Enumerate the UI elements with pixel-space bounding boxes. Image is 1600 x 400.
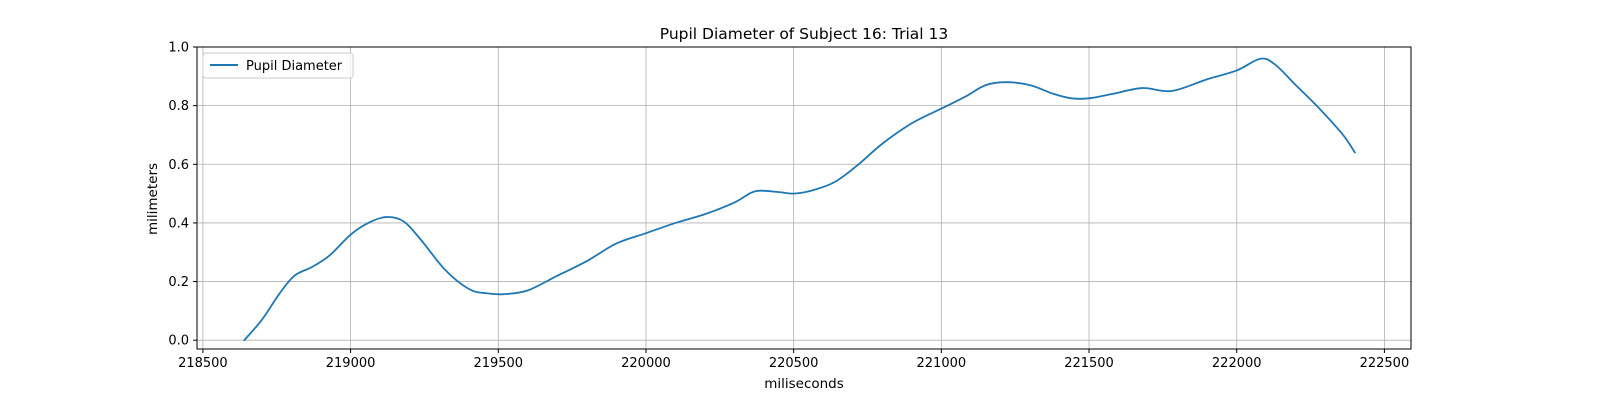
x-tick-label: 220500	[769, 356, 819, 371]
x-tick-label: 222500	[1360, 356, 1410, 371]
x-axis-label: miliseconds	[764, 376, 844, 392]
series-line-0	[243, 57, 1356, 342]
x-tick-label: 222000	[1212, 356, 1262, 371]
legend: Pupil Diameter	[202, 52, 354, 79]
plot-frame	[196, 46, 1412, 350]
y-axis: 0.0 0.2 0.4 0.6 0.8 1.0	[168, 41, 197, 349]
series-layer	[243, 57, 1356, 342]
legend-box	[202, 52, 354, 79]
y-tick-label: 0.2	[168, 275, 189, 290]
y-tick-label: 0.4	[168, 216, 189, 231]
legend-entry-label: Pupil Diameter	[246, 59, 343, 74]
x-tick-label: 218500	[178, 356, 228, 371]
x-tick-label: 221500	[1064, 356, 1114, 371]
x-tick-label: 219000	[326, 356, 376, 371]
x-tick-label: 221000	[917, 356, 967, 371]
grid-lines	[197, 46, 1411, 349]
y-tick-label: 1.0	[168, 41, 189, 56]
x-axis: 218500 219000 219500 220000 220500 221000 2215…	[178, 349, 1409, 371]
x-tick-label: 219500	[473, 356, 523, 371]
y-tick-label: 0.0	[168, 334, 189, 349]
x-tick-label: 220000	[621, 356, 671, 371]
y-tick-label: 0.8	[168, 99, 189, 114]
chart-title: Pupil Diameter of Subject 16: Trial 13	[660, 25, 949, 43]
y-axis-label: milimeters	[145, 163, 161, 235]
y-tick-label: 0.6	[168, 158, 189, 173]
